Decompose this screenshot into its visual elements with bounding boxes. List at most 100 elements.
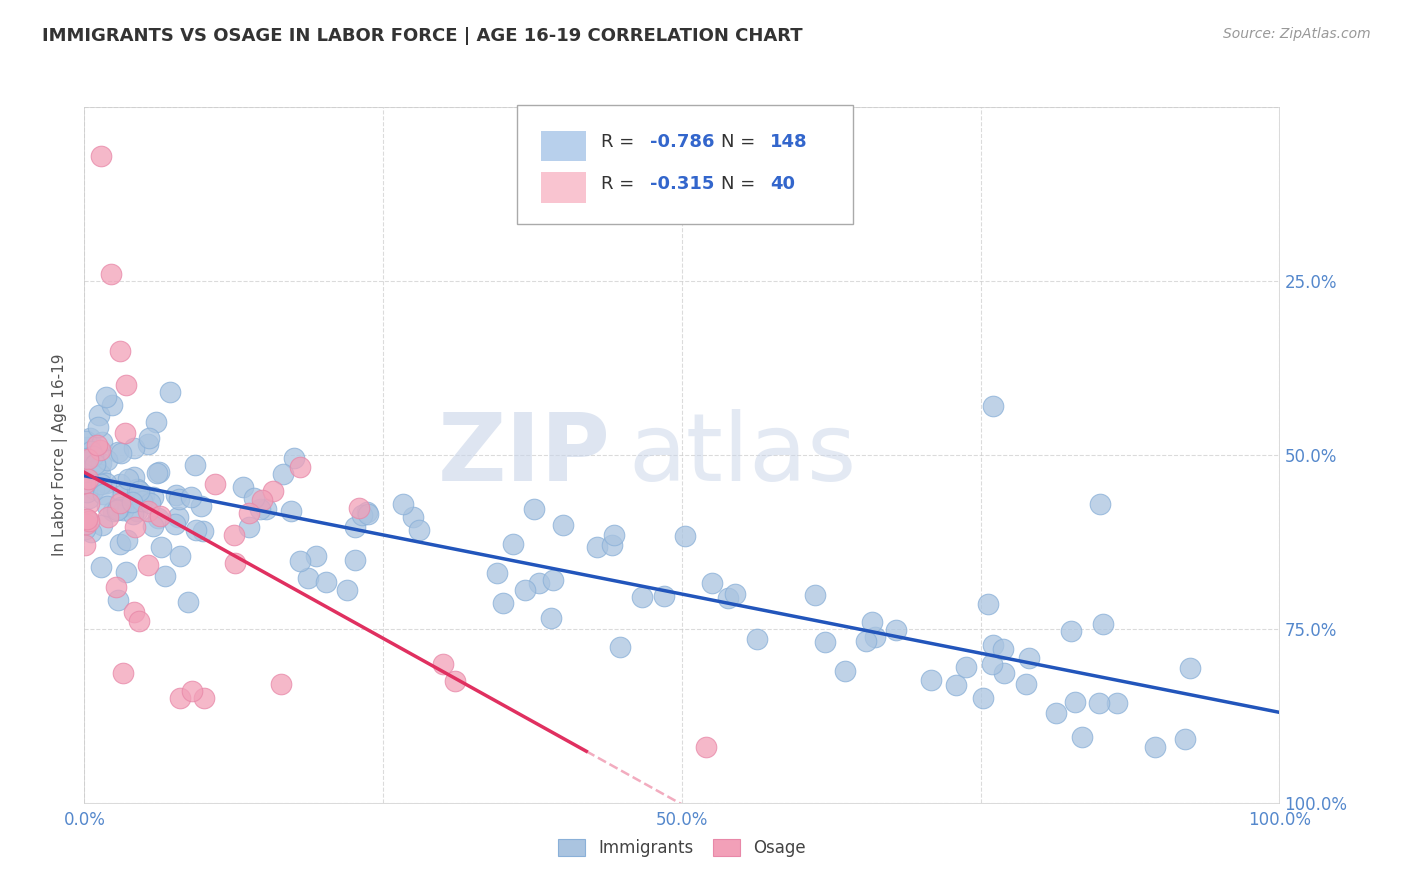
Point [86, 438, 108, 452]
Point [136, 436, 159, 450]
Point [139, 496, 162, 510]
Text: -0.786: -0.786 [650, 133, 714, 151]
Point [127, 483, 149, 497]
Point [834, 664, 856, 678]
Point [107, 593, 129, 607]
Point [270, 677, 292, 691]
Point [485, 566, 508, 580]
Point [79, 524, 101, 539]
Point [297, 571, 319, 585]
Point [204, 476, 226, 491]
Point [631, 591, 654, 605]
Point [75, 434, 97, 448]
Point [79, 431, 101, 445]
Point [127, 482, 149, 496]
Point [1088, 696, 1111, 710]
Point [101, 398, 124, 412]
Point [350, 508, 373, 523]
Text: N =: N = [721, 133, 761, 151]
Point [1174, 731, 1197, 746]
Point [804, 588, 827, 602]
Point [920, 673, 942, 687]
Point [75, 517, 97, 532]
Text: IMMIGRANTS VS OSAGE IN LABOR FORCE | AGE 16-19 CORRELATION CHART: IMMIGRANTS VS OSAGE IN LABOR FORCE | AGE… [42, 27, 803, 45]
Point [863, 630, 886, 644]
Point [167, 509, 190, 524]
Text: ZIP: ZIP [437, 409, 610, 501]
Point [523, 502, 546, 516]
Point [108, 476, 131, 491]
Point [165, 516, 187, 531]
Point [1063, 695, 1085, 709]
Point [190, 499, 212, 513]
Point [1018, 650, 1040, 665]
Point [315, 575, 337, 590]
Point [82, 449, 104, 463]
Point [193, 524, 215, 538]
Point [94, 390, 117, 404]
Point [541, 573, 564, 587]
Point [717, 591, 740, 605]
Point [392, 497, 415, 511]
Point [402, 509, 425, 524]
Point [609, 640, 631, 654]
Point [136, 558, 159, 573]
Point [122, 605, 145, 619]
Point [183, 458, 205, 472]
Point [148, 465, 170, 479]
Point [94, 475, 117, 490]
Point [585, 540, 607, 554]
Point [79, 496, 101, 510]
Point [1105, 696, 1128, 710]
Point [981, 638, 1004, 652]
Point [347, 501, 370, 516]
Point [169, 691, 191, 706]
Point [136, 503, 159, 517]
Point [80, 444, 103, 458]
Point [142, 490, 165, 504]
Text: -0.315: -0.315 [650, 175, 714, 193]
Point [76, 450, 98, 465]
Point [814, 635, 837, 649]
Point [860, 615, 883, 630]
Point [89, 442, 111, 457]
Point [87, 408, 110, 422]
Point [652, 589, 675, 603]
Point [75, 471, 97, 485]
Point [884, 624, 907, 638]
FancyBboxPatch shape [541, 131, 586, 161]
Point [224, 556, 246, 570]
Point [115, 378, 138, 392]
Point [981, 399, 1004, 413]
Point [114, 426, 136, 441]
Point [444, 673, 467, 688]
FancyBboxPatch shape [541, 172, 586, 203]
Point [142, 518, 165, 533]
Point [90, 477, 112, 491]
Point [115, 565, 138, 579]
Point [73, 466, 96, 480]
Point [89, 467, 111, 482]
Point [283, 451, 305, 466]
Point [357, 507, 380, 521]
Point [100, 267, 122, 281]
Point [502, 537, 524, 551]
Point [747, 632, 769, 646]
Point [125, 504, 148, 518]
Point [75, 512, 97, 526]
Point [107, 445, 129, 459]
Text: 40: 40 [770, 175, 796, 193]
Point [90, 559, 112, 574]
Point [288, 460, 311, 475]
Point [250, 492, 273, 507]
Point [344, 553, 367, 567]
Point [180, 491, 202, 505]
Point [76, 440, 98, 454]
Point [232, 480, 254, 494]
Point [980, 657, 1002, 671]
Point [1045, 706, 1067, 721]
Point [111, 488, 134, 502]
Point [695, 740, 717, 755]
Point [180, 684, 202, 698]
Point [515, 583, 537, 598]
